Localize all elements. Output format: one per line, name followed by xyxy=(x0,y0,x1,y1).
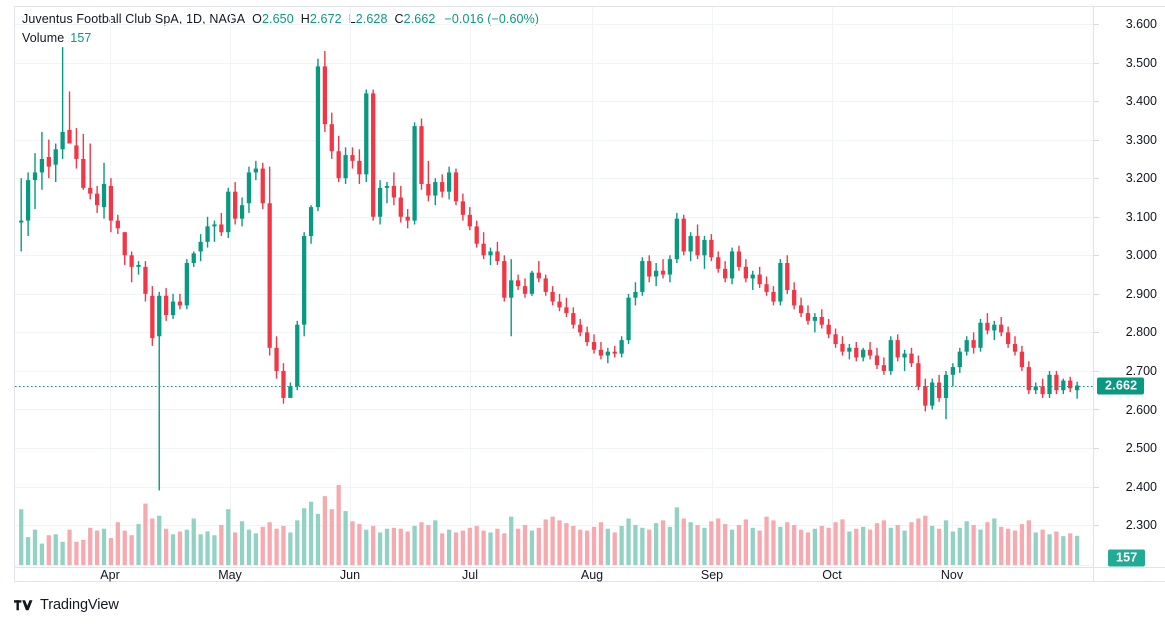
chart-bottom-border xyxy=(14,581,1165,582)
price-tick-mark xyxy=(1094,409,1099,410)
price-tick-label: 2.600 xyxy=(1125,402,1157,417)
price-tick-label: 2.700 xyxy=(1125,363,1157,378)
open-key: O xyxy=(252,12,262,26)
symbol-title[interactable]: Juventus Football Club SpA, 1D, NAGA xyxy=(22,12,246,26)
tradingview-brand: TradingView xyxy=(14,597,119,613)
price-tick-label: 2.300 xyxy=(1125,518,1157,533)
price-tick-mark xyxy=(1094,371,1099,372)
tradingview-logo-icon xyxy=(14,599,33,610)
price-tick-label: 3.200 xyxy=(1125,171,1157,186)
price-tick-mark xyxy=(1094,24,1099,25)
low-value: 2.628 xyxy=(355,12,388,26)
ohlc-low: L2.628 xyxy=(349,12,388,26)
close-value: 2.662 xyxy=(403,12,436,26)
price-axis-border xyxy=(1093,6,1094,581)
price-tick-mark xyxy=(1094,140,1099,141)
time-tick-label: Aug xyxy=(580,568,604,582)
high-key: H xyxy=(300,12,310,26)
time-axis-border xyxy=(14,567,1165,568)
volume-label: Volume xyxy=(22,31,65,45)
time-tick-label: Nov xyxy=(940,568,964,582)
price-tick-label: 3.300 xyxy=(1125,132,1157,147)
chart-left-border xyxy=(14,6,15,581)
last-volume-badge[interactable]: 157 xyxy=(1108,549,1146,567)
open-value: 2.650 xyxy=(261,12,294,26)
price-tick-mark xyxy=(1094,525,1099,526)
time-tick-label: Oct xyxy=(822,568,842,582)
ohlc-open: O2.650 xyxy=(252,12,294,26)
time-axis[interactable]: Apr May Jun Jul Aug Sep Oct Nov xyxy=(15,568,1093,582)
price-tick-mark xyxy=(1094,332,1099,333)
price-tick-label: 2.800 xyxy=(1125,325,1157,340)
tradingview-wordmark: TradingView xyxy=(40,597,119,613)
low-key: L xyxy=(348,12,356,26)
price-tick-mark xyxy=(1094,294,1099,295)
change-value: −0.016 (−0.60%) xyxy=(444,12,540,26)
time-tick-label: Sep xyxy=(700,568,724,582)
price-tick-mark xyxy=(1094,178,1099,179)
price-tick-label: 3.400 xyxy=(1125,94,1157,109)
price-tick-mark xyxy=(1094,448,1099,449)
price-tick-mark xyxy=(1094,255,1099,256)
legend-symbol-row[interactable]: Juventus Football Club SpA, 1D, NAGA O2.6… xyxy=(22,10,539,29)
chart-top-border xyxy=(14,6,1165,7)
ohlc-high: H2.672 xyxy=(301,12,342,26)
price-tick-mark xyxy=(1094,487,1099,488)
time-tick-label: Apr xyxy=(100,568,120,582)
time-tick-label: Jul xyxy=(462,568,478,582)
chart-plot-area[interactable] xyxy=(15,7,1093,567)
ohlc-close: C2.662 xyxy=(395,12,436,26)
price-tick-label: 3.000 xyxy=(1125,248,1157,263)
close-key: C xyxy=(394,12,404,26)
candlestick-series-svg xyxy=(15,7,1093,567)
chart-legend: Juventus Football Club SpA, 1D, NAGA O2.6… xyxy=(22,10,539,48)
price-tick-label: 3.100 xyxy=(1125,209,1157,224)
price-tick-mark xyxy=(1094,101,1099,102)
price-tick-label: 2.500 xyxy=(1125,441,1157,456)
price-tick-label: 2.900 xyxy=(1125,286,1157,301)
price-tick-label: 3.500 xyxy=(1125,55,1157,70)
time-tick-label: Jun xyxy=(339,568,361,582)
price-axis[interactable]: 3.600 3.500 3.400 3.300 3.200 3.100 3.000 2.900… xyxy=(1094,7,1165,567)
price-tick-label: 2.400 xyxy=(1125,479,1157,494)
time-tick-label: May xyxy=(218,568,242,582)
high-value: 2.672 xyxy=(309,12,342,26)
price-tick-label: 3.600 xyxy=(1125,17,1157,31)
last-price-badge[interactable]: 2.662 xyxy=(1097,377,1145,395)
volume-value: 157 xyxy=(70,31,92,45)
price-tick-mark xyxy=(1094,63,1099,64)
price-tick-mark xyxy=(1094,217,1099,218)
legend-volume-row[interactable]: Volume 157 xyxy=(22,29,539,48)
